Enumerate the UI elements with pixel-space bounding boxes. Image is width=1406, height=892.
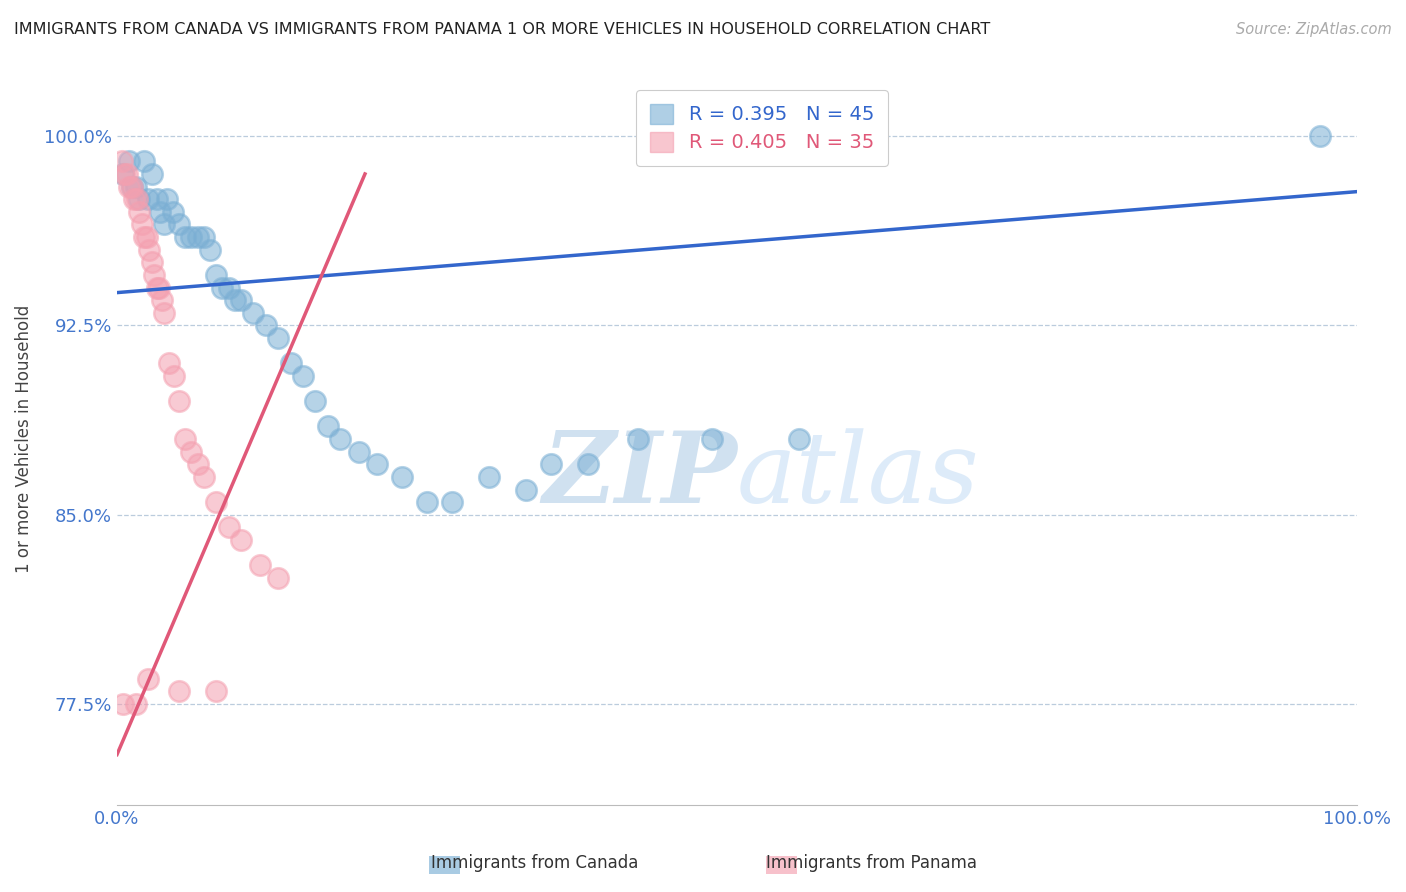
Point: [163, 368, 186, 383]
Point: [229, 533, 252, 547]
Point: [121, 179, 143, 194]
Point: [702, 432, 724, 446]
Point: [329, 432, 352, 446]
Point: [162, 204, 184, 219]
Point: [153, 306, 176, 320]
Point: [145, 192, 167, 206]
Point: [205, 268, 228, 282]
Point: [112, 697, 135, 711]
Point: [229, 293, 252, 308]
Point: [128, 192, 150, 206]
Y-axis label: 1 or more Vehicles in Household: 1 or more Vehicles in Household: [15, 305, 32, 574]
Point: [153, 218, 176, 232]
Point: [254, 318, 277, 333]
Point: [218, 520, 240, 534]
Point: [218, 280, 240, 294]
Point: [167, 684, 190, 698]
Point: [135, 230, 157, 244]
Point: [136, 672, 159, 686]
Point: [174, 432, 197, 446]
Point: [121, 179, 143, 194]
Point: [112, 167, 135, 181]
Point: [134, 230, 156, 244]
Point: [157, 356, 180, 370]
Text: Immigrants from Panama: Immigrants from Panama: [766, 855, 977, 872]
Point: [128, 204, 150, 219]
Point: [249, 558, 271, 573]
Point: [576, 457, 599, 471]
Point: [131, 218, 153, 232]
Point: [193, 470, 215, 484]
Point: [440, 495, 463, 509]
Point: [391, 470, 413, 484]
Point: [627, 432, 650, 446]
Point: [136, 192, 159, 206]
Point: [193, 230, 215, 244]
Point: [150, 293, 173, 308]
Point: [124, 192, 146, 206]
Point: [124, 697, 146, 711]
Point: [124, 179, 146, 194]
Point: [145, 280, 167, 294]
Point: [242, 306, 264, 320]
Point: [304, 394, 326, 409]
Point: [174, 230, 197, 244]
Point: [155, 192, 177, 206]
Legend: R = 0.395   N = 45, R = 0.405   N = 35: R = 0.395 N = 45, R = 0.405 N = 35: [636, 90, 887, 166]
Point: [280, 356, 302, 370]
Point: [111, 154, 134, 169]
Point: [118, 154, 141, 169]
Point: [148, 280, 170, 294]
Point: [198, 243, 221, 257]
Point: [149, 204, 172, 219]
Point: [125, 192, 148, 206]
Point: [143, 268, 166, 282]
Point: [515, 483, 537, 497]
Point: [540, 457, 562, 471]
Text: Immigrants from Canada: Immigrants from Canada: [430, 855, 638, 872]
Point: [187, 230, 209, 244]
Point: [416, 495, 439, 509]
Point: [267, 571, 290, 585]
Point: [205, 684, 228, 698]
Point: [134, 154, 156, 169]
Text: Source: ZipAtlas.com: Source: ZipAtlas.com: [1236, 22, 1392, 37]
Point: [187, 457, 209, 471]
Point: [180, 230, 202, 244]
Point: [347, 444, 370, 458]
Point: [224, 293, 246, 308]
Point: [167, 394, 190, 409]
Point: [316, 419, 339, 434]
Point: [267, 331, 290, 345]
Point: [141, 167, 163, 181]
Text: atlas: atlas: [737, 428, 980, 524]
Point: [205, 495, 228, 509]
Point: [291, 368, 314, 383]
Point: [112, 167, 135, 181]
Point: [167, 218, 190, 232]
Point: [118, 179, 141, 194]
Point: [1309, 129, 1331, 144]
Point: [478, 470, 501, 484]
Point: [180, 444, 202, 458]
Point: [787, 432, 810, 446]
Point: [138, 243, 160, 257]
Point: [366, 457, 388, 471]
Point: [211, 280, 233, 294]
Text: ZIP: ZIP: [541, 427, 737, 524]
Point: [141, 255, 163, 269]
Text: IMMIGRANTS FROM CANADA VS IMMIGRANTS FROM PANAMA 1 OR MORE VEHICLES IN HOUSEHOLD: IMMIGRANTS FROM CANADA VS IMMIGRANTS FRO…: [14, 22, 990, 37]
Point: [115, 167, 138, 181]
